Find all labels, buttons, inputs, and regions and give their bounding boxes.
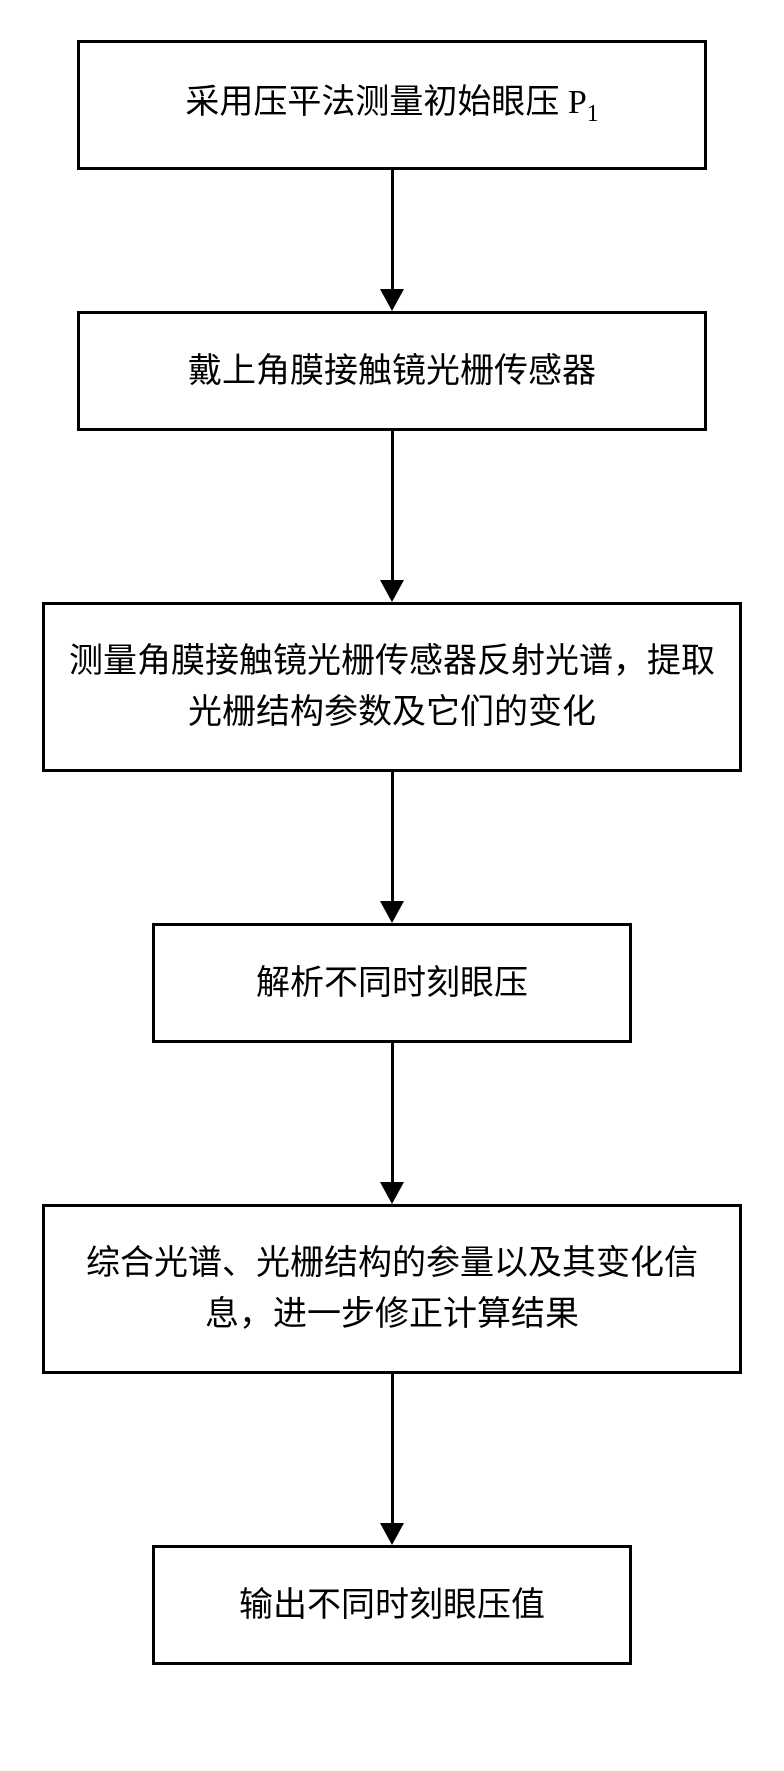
flowchart-node-5: 综合光谱、光栅结构的参量以及其变化信息，进一步修正计算结果 [42, 1204, 742, 1374]
flowchart-arrow-3 [380, 772, 404, 923]
flowchart-node-2: 戴上角膜接触镜光栅传感器 [77, 311, 707, 431]
node-6-text: 输出不同时刻眼压值 [239, 1580, 545, 1631]
arrow-head-icon [380, 901, 404, 923]
node-1-pre: 采用压平法测量初始眼压 P [185, 84, 586, 121]
flowchart-node-3: 测量角膜接触镜光栅传感器反射光谱，提取光栅结构参数及它们的变化 [42, 602, 742, 772]
node-1-text: 采用压平法测量初始眼压 P1 [185, 77, 598, 132]
arrow-line [391, 170, 394, 290]
flowchart-node-6: 输出不同时刻眼压值 [152, 1545, 632, 1665]
node-4-text: 解析不同时刻眼压 [256, 958, 528, 1009]
node-1-sub: 1 [587, 101, 599, 127]
arrow-line [391, 1043, 394, 1183]
flowchart-arrow-1 [380, 170, 404, 311]
arrow-head-icon [380, 289, 404, 311]
flowchart-node-4: 解析不同时刻眼压 [152, 923, 632, 1043]
flowchart-arrow-4 [380, 1043, 404, 1204]
node-5-text: 综合光谱、光栅结构的参量以及其变化信息，进一步修正计算结果 [69, 1238, 715, 1340]
arrow-line [391, 431, 394, 581]
arrow-line [391, 1374, 394, 1524]
arrow-head-icon [380, 580, 404, 602]
node-3-text: 测量角膜接触镜光栅传感器反射光谱，提取光栅结构参数及它们的变化 [69, 636, 715, 738]
flowchart-arrow-2 [380, 431, 404, 602]
arrow-line [391, 772, 394, 902]
flowchart-container: 采用压平法测量初始眼压 P1 戴上角膜接触镜光栅传感器 测量角膜接触镜光栅传感器… [0, 40, 784, 1665]
flowchart-node-1: 采用压平法测量初始眼压 P1 [77, 40, 707, 170]
arrow-head-icon [380, 1182, 404, 1204]
node-2-text: 戴上角膜接触镜光栅传感器 [188, 346, 596, 397]
arrow-head-icon [380, 1523, 404, 1545]
flowchart-arrow-5 [380, 1374, 404, 1545]
